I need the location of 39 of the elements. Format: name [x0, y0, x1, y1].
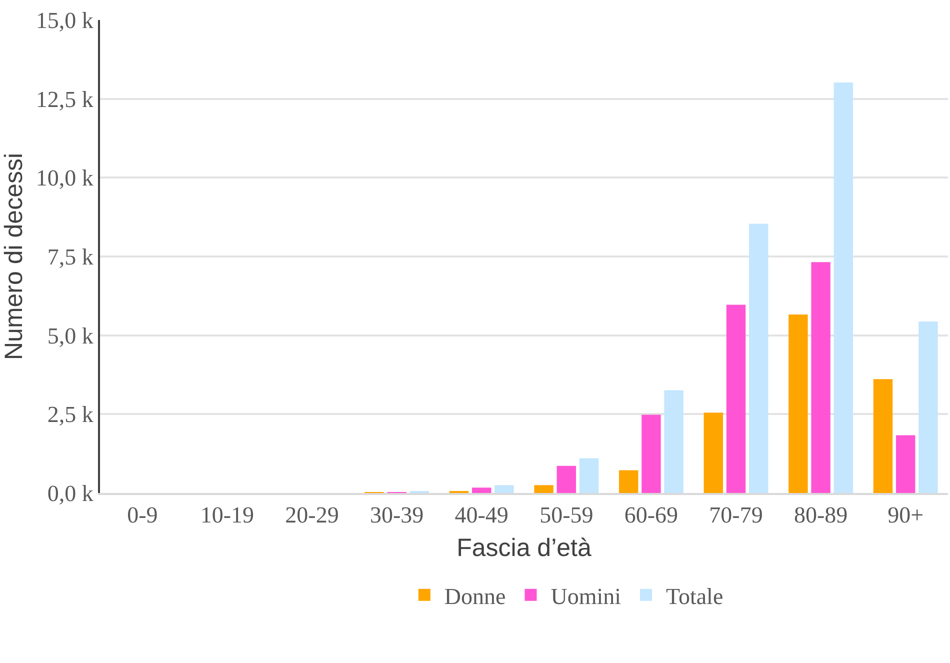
x-tick-label: 10-19 [200, 502, 254, 528]
x-tick-label: 60-69 [624, 502, 678, 528]
y-tick-label: 15,0 k [36, 8, 94, 34]
bar [664, 390, 684, 493]
bar [618, 470, 638, 493]
bar [811, 262, 830, 493]
bar [642, 414, 661, 493]
x-tick-label: 40-49 [454, 502, 508, 528]
bar [873, 379, 893, 493]
x-tick-label: 90+ [888, 502, 924, 528]
bar [834, 82, 854, 493]
bar [704, 412, 723, 493]
y-tick-label: 5,0 k [47, 323, 94, 348]
bar [726, 304, 746, 493]
y-tick-label: 7,5 k [47, 244, 94, 270]
x-tick-label: 20-29 [285, 502, 339, 528]
bar [556, 466, 576, 493]
y-tick-label: 12,5 k [36, 86, 94, 112]
bar [494, 485, 514, 493]
x-axis-title: Fascia d’età [456, 534, 592, 562]
bar [896, 435, 916, 493]
y-tick-label: 0,0 k [47, 481, 94, 506]
bar [788, 314, 808, 493]
x-tick-label: 80-89 [794, 502, 848, 528]
bar [472, 488, 492, 493]
x-tick-label: 50-59 [540, 502, 594, 528]
bar [918, 321, 938, 493]
y-tick-label: 2,5 k [47, 402, 94, 428]
legend-label: Uomini [550, 584, 622, 609]
bar [579, 458, 599, 493]
y-tick-label: 10,0 k [36, 166, 94, 191]
legend-label: Totale [666, 584, 724, 609]
bar [534, 485, 554, 493]
x-tick-label: 30-39 [370, 502, 424, 528]
x-tick-label: 70-79 [709, 502, 763, 528]
x-tick-label: 0-9 [127, 502, 158, 528]
bar [749, 224, 768, 493]
legend-label: Donne [444, 584, 506, 609]
y-axis-title: Numero di decessi [0, 152, 28, 360]
